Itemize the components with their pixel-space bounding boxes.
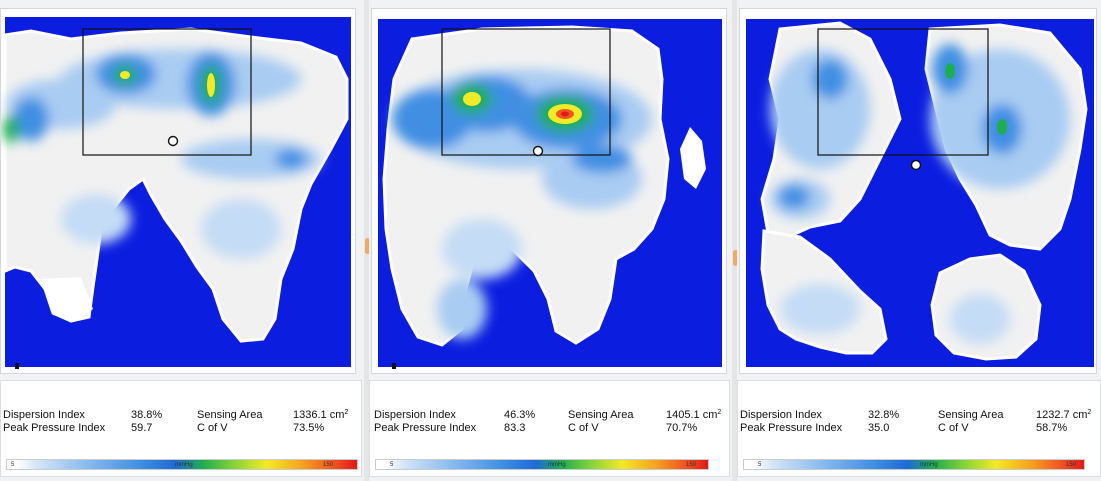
corner-marker [15, 363, 19, 369]
peak-pressure-index-value: 83.3 [504, 422, 526, 434]
dispersion-index-value: 38.8% [131, 409, 163, 421]
sensing-area-value: 1232.7 cm2 [1036, 409, 1091, 422]
c-of-v-label: C of V [197, 422, 228, 434]
sensing-area-label: Sensing Area [938, 409, 1004, 421]
scale-min-label: 5 [758, 462, 762, 468]
c-of-v-value: 73.5% [293, 422, 325, 434]
corner-marker [392, 363, 396, 369]
pressure-color-scale-2: 5 mmHg 150 [375, 459, 709, 470]
center-of-pressure-marker [910, 159, 922, 171]
scale-unit-label: mmHg [175, 462, 193, 468]
peak-spot [120, 71, 130, 79]
panel-drag-handle[interactable] [365, 238, 370, 254]
region-of-interest-box[interactable] [82, 28, 252, 156]
pressure-heatmap-3 [746, 19, 1094, 367]
pressure-panel-2: Dispersion Index 46.3% Sensing Area 1405… [369, 0, 732, 481]
sensing-area-value: 1336.1 cm2 [293, 409, 348, 422]
region-of-interest-box[interactable] [441, 28, 611, 156]
sensing-area-unit-sup: 2 [1087, 409, 1092, 416]
peak-spot [945, 63, 955, 79]
peak-pressure-index-value: 59.7 [131, 422, 153, 434]
pressure-heatmap-2 [378, 19, 722, 369]
scale-unit-label: mmHg [548, 462, 566, 468]
pressure-heatmap-1 [3, 17, 351, 369]
c-of-v-label: C of V [938, 422, 969, 434]
dispersion-index-label: Dispersion Index [374, 409, 456, 421]
dispersion-index-label: Dispersion Index [740, 409, 822, 421]
scale-min-label: 5 [11, 462, 15, 468]
pressure-map-2[interactable] [371, 8, 727, 374]
center-of-pressure-marker [532, 145, 544, 157]
c-of-v-value: 58.7% [1036, 422, 1068, 434]
scale-max-label: 150 [1065, 462, 1076, 468]
region-of-interest-box[interactable] [817, 28, 989, 156]
sensing-area-label: Sensing Area [568, 409, 634, 421]
dispersion-index-value: 32.8% [868, 409, 900, 421]
peak-spot [463, 92, 481, 106]
sensing-area-value: 1405.1 cm2 [666, 409, 721, 422]
scale-max-label: 150 [685, 462, 696, 468]
pressure-map-1[interactable] [0, 8, 356, 374]
sensing-area-number: 1232.7 cm [1036, 409, 1088, 421]
sensing-area-unit-sup: 2 [344, 409, 349, 416]
pressure-map-3[interactable] [739, 8, 1097, 374]
panel-divider [732, 0, 737, 481]
c-of-v-label: C of V [568, 422, 599, 434]
contact-area-left-foot [41, 277, 93, 321]
sensing-area-number: 1405.1 cm [666, 409, 718, 421]
scale-max-label: 150 [322, 462, 333, 468]
sensing-area-unit-sup: 2 [717, 409, 722, 416]
peak-pressure-index-label: Peak Pressure Index [3, 422, 106, 434]
dispersion-index-value: 46.3% [504, 409, 536, 421]
peak-pressure-index-label: Peak Pressure Index [374, 422, 477, 434]
pressure-color-scale-3: 5 mmHg 150 [743, 459, 1085, 470]
peak-spot-core [561, 111, 569, 117]
peak-pressure-index-value: 35.0 [868, 422, 890, 434]
sensing-area-label: Sensing Area [197, 409, 263, 421]
pressure-color-scale-1: 5 mmHg 150 [6, 459, 358, 470]
scale-unit-label: mmHg [920, 462, 938, 468]
dispersion-index-label: Dispersion Index [3, 409, 85, 421]
center-of-pressure-marker [167, 135, 179, 147]
peak-spot [207, 73, 215, 97]
panel-drag-handle[interactable] [733, 250, 738, 266]
pressure-panel-1: Dispersion Index 38.8% Sensing Area 1336… [0, 0, 364, 481]
peak-spot [997, 119, 1007, 135]
scale-min-label: 5 [390, 462, 394, 468]
c-of-v-value: 70.7% [666, 422, 698, 434]
peak-pressure-index-label: Peak Pressure Index [740, 422, 843, 434]
sensing-area-number: 1336.1 cm [293, 409, 345, 421]
contact-area-right-knee [680, 127, 706, 189]
pressure-panel-3: Dispersion Index 32.8% Sensing Area 1232… [737, 0, 1101, 481]
